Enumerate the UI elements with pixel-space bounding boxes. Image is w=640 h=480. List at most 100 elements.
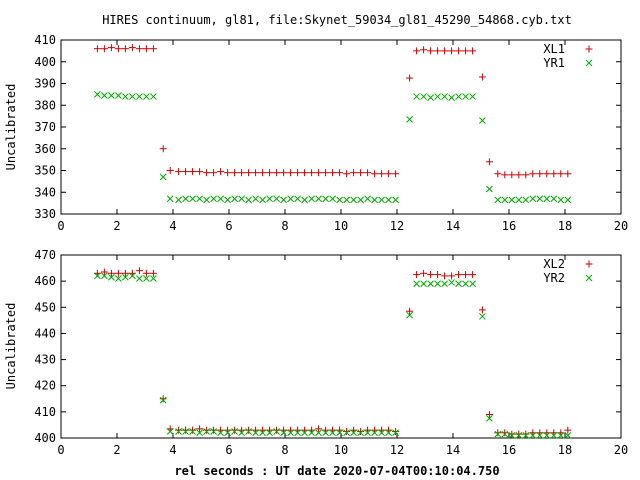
y-tick-label: 460 bbox=[34, 274, 56, 288]
yr2-point bbox=[441, 280, 448, 288]
xl1-point bbox=[385, 170, 393, 178]
yr2-point bbox=[564, 432, 572, 439]
xl1-point bbox=[508, 171, 516, 179]
yr1-point bbox=[462, 93, 469, 100]
x-tick-label: 4 bbox=[169, 219, 176, 233]
xl2-point bbox=[469, 271, 477, 279]
yr2-point bbox=[238, 429, 245, 437]
xl2-point bbox=[413, 271, 421, 279]
xl1-point bbox=[210, 169, 218, 177]
yr2-point bbox=[308, 429, 315, 437]
xl1-point bbox=[114, 45, 122, 53]
xl1-point bbox=[494, 170, 502, 178]
legend-label-yr1: YR1 bbox=[543, 56, 565, 70]
yr2-point bbox=[122, 273, 129, 281]
yr1-point bbox=[406, 116, 413, 123]
x-tick-label: 0 bbox=[57, 443, 64, 457]
legend-marker-xl2 bbox=[585, 260, 593, 268]
yr1-point bbox=[455, 93, 462, 100]
x-tick-label: 12 bbox=[390, 443, 404, 457]
x-axis-label: rel seconds : UT date 2020-07-04T00:10:0… bbox=[174, 464, 499, 478]
yr1-point bbox=[392, 196, 399, 204]
yr1-point bbox=[441, 93, 448, 100]
yr1-point bbox=[385, 196, 392, 204]
yr2-point bbox=[378, 429, 385, 437]
y-tick-label: 400 bbox=[34, 55, 56, 69]
xl1-point bbox=[166, 167, 174, 174]
yr2-point bbox=[392, 429, 399, 437]
yr1-point bbox=[159, 173, 167, 181]
yr1-point bbox=[557, 196, 565, 204]
xl2-point bbox=[210, 426, 218, 434]
x-tick-label: 2 bbox=[113, 443, 120, 457]
xl2-point bbox=[448, 272, 456, 280]
xl2-point bbox=[107, 269, 115, 277]
yr2-point bbox=[420, 280, 427, 288]
xl2-point bbox=[357, 427, 365, 435]
yr2-point bbox=[231, 428, 238, 435]
x-tick-label: 18 bbox=[558, 443, 572, 457]
xl1-point bbox=[564, 170, 572, 178]
xl2-point bbox=[135, 267, 143, 275]
yr2-point bbox=[294, 429, 301, 437]
yr2-point bbox=[543, 432, 551, 439]
yr2-point bbox=[159, 396, 167, 404]
yr1-point bbox=[210, 195, 217, 203]
panel-bottom: Uncalibrated 0 2 4 6 8 10 12 14 16 18 20 400 410 420 4… bbox=[4, 248, 628, 457]
yr2-point bbox=[350, 429, 357, 437]
xl1-point bbox=[536, 170, 544, 178]
yr2-point bbox=[224, 429, 231, 437]
yr2-point bbox=[357, 429, 364, 437]
xl1-point bbox=[434, 47, 442, 55]
xl1-point bbox=[315, 169, 323, 177]
x-tick-label: 10 bbox=[334, 443, 348, 457]
xl1-point bbox=[159, 145, 167, 153]
y-tick-label: 470 bbox=[34, 248, 56, 262]
xl2-point bbox=[245, 426, 253, 434]
panel-bottom-ylabel: Uncalibrated bbox=[4, 303, 18, 390]
yr1-point bbox=[469, 93, 476, 100]
xl2-point bbox=[392, 427, 400, 435]
xl2-point bbox=[343, 427, 351, 435]
xl2-point bbox=[159, 395, 167, 403]
xl2-point bbox=[564, 426, 572, 434]
x-tick-label: 20 bbox=[614, 443, 628, 457]
xl2-point bbox=[420, 269, 428, 277]
xl1-point bbox=[196, 168, 204, 176]
legend-marker-yr2 bbox=[585, 274, 593, 282]
y-tick-label: 410 bbox=[34, 33, 56, 47]
yr2-point bbox=[508, 432, 516, 439]
yr2-point bbox=[455, 280, 462, 288]
x-tick-label: 20 bbox=[614, 219, 628, 233]
yr1-point bbox=[203, 196, 210, 204]
xl2-point bbox=[441, 272, 449, 280]
yr2-point bbox=[336, 429, 343, 437]
yr2-point bbox=[203, 428, 210, 435]
yr1-point bbox=[329, 195, 336, 203]
xl1-point bbox=[231, 169, 239, 177]
legend-label-xl1: XL1 bbox=[543, 42, 565, 56]
xl1-point bbox=[441, 47, 449, 55]
x-tick-label: 10 bbox=[334, 219, 348, 233]
yr1-point bbox=[315, 195, 322, 203]
xl1-point bbox=[329, 169, 337, 177]
xl1-point bbox=[543, 170, 551, 178]
x-tick-label: 8 bbox=[281, 219, 288, 233]
yr1-point bbox=[224, 196, 231, 204]
yr1-point bbox=[378, 196, 385, 204]
yr1-point bbox=[350, 196, 357, 204]
yr2-point bbox=[175, 428, 182, 435]
xl1-point bbox=[455, 47, 463, 55]
yr1-point bbox=[101, 92, 108, 99]
xl1-point bbox=[182, 168, 190, 176]
xl1-point bbox=[529, 170, 537, 178]
legend-label-xl2: XL2 bbox=[543, 257, 565, 271]
y-tick-label: 380 bbox=[34, 98, 56, 112]
yr1-point bbox=[196, 195, 203, 203]
xl1-point bbox=[224, 169, 232, 177]
yr1-point bbox=[150, 93, 157, 100]
yr1-point bbox=[280, 196, 287, 204]
yr2-point bbox=[94, 272, 101, 280]
xl2-point bbox=[100, 268, 108, 276]
y-tick-label: 410 bbox=[34, 405, 56, 419]
